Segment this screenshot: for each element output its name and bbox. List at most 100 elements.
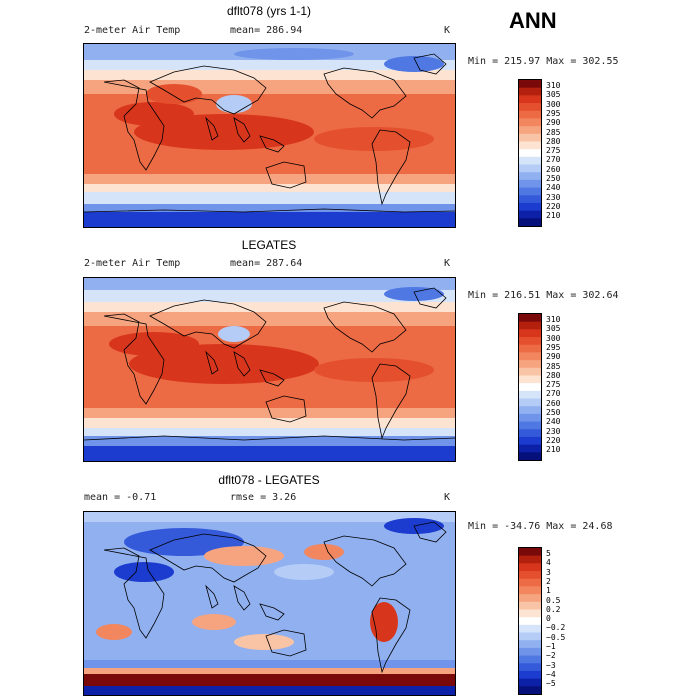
- legend-swatch: [519, 164, 541, 173]
- legend-swatch: [519, 80, 541, 89]
- legend-swatch: [519, 210, 541, 219]
- panel-2-title: LEGATES: [241, 238, 297, 252]
- legend-swatch: [519, 314, 541, 323]
- legend-swatch: [519, 156, 541, 166]
- legend-tick-label: 250: [546, 174, 561, 183]
- legend-swatch: [519, 578, 541, 587]
- legend-tick-label: −4: [546, 669, 556, 679]
- legend-swatch: [519, 655, 541, 664]
- legend-tick-label: 275: [546, 146, 561, 156]
- panel-1-map: [83, 43, 456, 228]
- legend-tick-label: 260: [546, 164, 561, 174]
- legend-swatch: [519, 647, 541, 657]
- panel-3-map-field: [84, 512, 455, 695]
- legend-tick-label: 0.2: [546, 604, 561, 614]
- legend-tick-label: 285: [546, 127, 561, 137]
- legend-swatch: [519, 344, 541, 353]
- legend-swatch: [519, 367, 541, 376]
- panel-2-legend-swatches: [519, 314, 541, 460]
- legend-tick-label: 275: [546, 380, 561, 390]
- legend-tick-label: −0.2: [546, 623, 566, 633]
- legend-swatch: [519, 329, 541, 338]
- legend-tick-label: 5: [546, 549, 551, 558]
- legend-tick-label: 0: [546, 614, 551, 624]
- panel-3-legend-bar: [518, 547, 542, 695]
- panel-1-legend-swatches: [519, 80, 541, 226]
- legend-swatch: [519, 360, 541, 369]
- legend-swatch: [519, 141, 541, 150]
- legend-swatch: [519, 601, 541, 610]
- legend-tick-label: −2: [546, 651, 556, 661]
- panel-1-legend-ticks: 310 305 300 295 290 285 280 275 270 260 250 240 230 2…: [546, 82, 606, 222]
- legend-tick-label: 280: [546, 370, 561, 380]
- legend-swatch: [519, 640, 541, 649]
- panel-2-map: [83, 277, 456, 462]
- legend-tick-label: −0.5: [546, 632, 566, 642]
- legend-swatch: [519, 678, 541, 687]
- legend-swatch: [519, 436, 541, 446]
- panel-2-range-label: Min = 216.51 Max = 302.64: [468, 290, 619, 301]
- season-label: ANN: [509, 8, 557, 33]
- legend-tick-label: 295: [546, 108, 561, 118]
- legend-swatch: [519, 390, 541, 400]
- legend-tick-label: 210: [546, 445, 561, 455]
- legend-swatch: [519, 87, 541, 96]
- panel-2-legend-ticks: 310 305 300 295 290 285 280 275 270 260 250 240 230 2…: [546, 316, 606, 456]
- legend-swatch: [519, 624, 541, 634]
- legend-tick-label: 2: [546, 576, 551, 586]
- legend-swatch: [519, 413, 541, 423]
- legend-tick-label: 280: [546, 136, 561, 146]
- legend-tick-label: 270: [546, 155, 561, 165]
- legend-swatch: [519, 571, 541, 580]
- legend-swatch: [519, 103, 541, 112]
- legend-tick-label: 210: [546, 211, 561, 221]
- panel-1-range-label: Min = 215.97 Max = 302.55: [468, 56, 619, 67]
- legend-swatch: [519, 337, 541, 346]
- legend-swatch: [519, 586, 541, 595]
- legend-tick-label: 3: [546, 567, 551, 577]
- legend-tick-label: 240: [546, 183, 561, 193]
- legend-tick-label: 300: [546, 99, 561, 109]
- legend-tick-label: 230: [546, 426, 561, 436]
- panel-2-mean-label: mean= 287.64: [230, 258, 303, 269]
- panel-3-units: K: [444, 492, 451, 503]
- legend-swatch: [519, 375, 541, 384]
- legend-tick-label: 240: [546, 417, 561, 427]
- legend-swatch: [519, 398, 541, 407]
- legend-tick-label: −1: [546, 642, 556, 651]
- legend-swatch: [519, 95, 541, 104]
- panel-3-legend-swatches: [519, 548, 541, 694]
- legend-tick-label: 230: [546, 192, 561, 202]
- panel-2-variable-label: 2-meter Air Temp: [84, 258, 181, 269]
- legend-swatch: [519, 172, 541, 181]
- legend-tick-label: 1: [546, 586, 551, 596]
- legend-swatch: [519, 202, 541, 212]
- legend-swatch: [519, 352, 541, 361]
- legend-tick-label: 295: [546, 342, 561, 352]
- legend-swatch: [519, 563, 541, 572]
- legend-tick-label: 310: [546, 315, 561, 324]
- panel-3-legend-ticks: 5 4 3 2 1 0.5 0.2 0 −0.2 −0.5 −1 −2 −3 −4 −5: [546, 550, 606, 690]
- legend-swatch: [519, 383, 541, 392]
- legend-tick-label: −3: [546, 660, 556, 670]
- legend-swatch: [519, 149, 541, 158]
- panel-1-units: K: [444, 25, 451, 36]
- legend-tick-label: 250: [546, 408, 561, 417]
- legend-tick-label: 305: [546, 90, 561, 100]
- panel-2-map-field: [84, 278, 455, 461]
- legend-swatch: [519, 617, 541, 626]
- legend-swatch: [519, 187, 541, 196]
- legend-swatch: [519, 452, 541, 460]
- legend-swatch: [519, 179, 541, 189]
- legend-swatch: [519, 632, 541, 641]
- legend-tick-label: 220: [546, 201, 561, 211]
- legend-tick-label: −5: [546, 679, 556, 689]
- panel-3-mean-label: mean = -0.71: [84, 492, 157, 503]
- legend-swatch: [519, 548, 541, 557]
- panel-3-range-label: Min = -34.76 Max = 24.68: [468, 521, 613, 532]
- panel-1-variable-label: 2-meter Air Temp: [84, 25, 181, 36]
- legend-swatch: [519, 321, 541, 330]
- panel-1-map-field: [84, 44, 455, 227]
- legend-swatch: [519, 609, 541, 618]
- panel-3-title: dflt078 - LEGATES: [218, 473, 320, 487]
